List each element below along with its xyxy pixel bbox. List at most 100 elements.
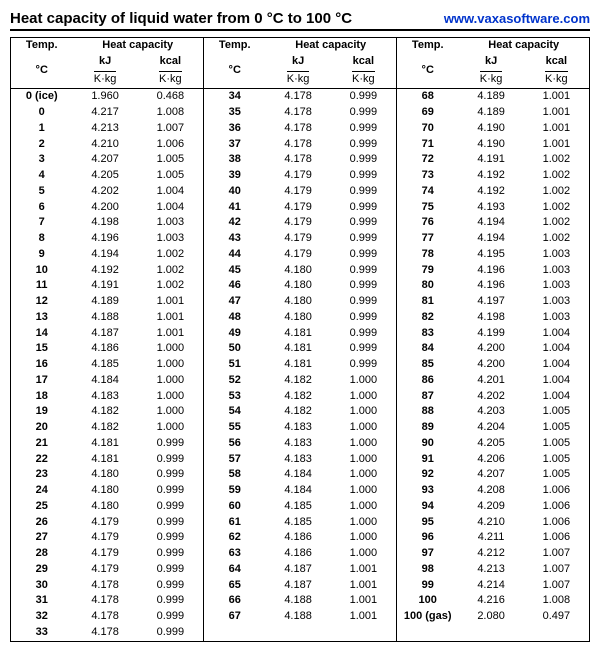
cell-kcal: 1.001: [331, 609, 396, 625]
cell-kj: 4.186: [72, 341, 137, 357]
cell-kj: 4.184: [72, 373, 137, 389]
cell-kcal: 0.999: [331, 326, 396, 342]
cell-kcal: 1.000: [138, 404, 203, 420]
cell-kj: 4.184: [265, 467, 330, 483]
cell-kj: 4.178: [265, 137, 330, 153]
cell-kj: 4.213: [458, 562, 523, 578]
cell-temp: 25: [11, 499, 72, 515]
cell-kcal: 0.999: [331, 263, 396, 279]
cell-temp: 63: [204, 546, 265, 562]
table-row: 974.2121.007: [397, 546, 589, 562]
cell-kcal: 1.000: [138, 389, 203, 405]
cell-temp: 80: [397, 278, 458, 294]
cell-kj: 4.179: [72, 546, 137, 562]
cell-kj: 4.205: [72, 168, 137, 184]
cell-kj: 4.188: [72, 310, 137, 326]
cell-temp: 30: [11, 578, 72, 594]
cell-kcal: 0.999: [331, 215, 396, 231]
cell-kcal: 0.468: [138, 89, 203, 105]
table-row: 404.1790.999: [204, 184, 396, 200]
table-row: 14.2131.007: [11, 121, 203, 137]
table-row: 204.1821.000: [11, 420, 203, 436]
cell-kj: 4.178: [265, 152, 330, 168]
cell-temp: 87: [397, 389, 458, 405]
cell-temp: 22: [11, 452, 72, 468]
cell-temp: 36: [204, 121, 265, 137]
header-kj: kJ: [72, 54, 137, 70]
cell-temp: 77: [397, 231, 458, 247]
table-row: 994.2141.007: [397, 578, 589, 594]
cell-kj: 4.186: [265, 530, 330, 546]
cell-temp: 91: [397, 452, 458, 468]
cell-temp: 48: [204, 310, 265, 326]
cell-kcal: 1.003: [138, 215, 203, 231]
cell-temp: 54: [204, 404, 265, 420]
cell-kj: 4.209: [458, 499, 523, 515]
cell-kj: 4.180: [72, 483, 137, 499]
table-row: 214.1810.999: [11, 436, 203, 452]
cell-temp: 39: [204, 168, 265, 184]
cell-kj: 4.202: [458, 389, 523, 405]
cell-kcal: 1.003: [138, 231, 203, 247]
cell-temp: 53: [204, 389, 265, 405]
cell-kj: 4.183: [265, 436, 330, 452]
cell-kj: 4.190: [458, 137, 523, 153]
table-row: 414.1790.999: [204, 200, 396, 216]
cell-temp: 94: [397, 499, 458, 515]
cell-kcal: 1.000: [331, 483, 396, 499]
table-row: 434.1790.999: [204, 231, 396, 247]
table-row: 154.1861.000: [11, 341, 203, 357]
table-column: Temp.Heat capacity°CkJkcalK·kgK·kg684.18…: [397, 37, 590, 642]
cell-temp: 15: [11, 341, 72, 357]
unit-kj: K·kg: [72, 70, 137, 89]
cell-kj: 4.210: [72, 137, 137, 153]
cell-temp: 78: [397, 247, 458, 263]
table-row: 864.2011.004: [397, 373, 589, 389]
cell-kcal: 1.002: [524, 168, 589, 184]
cell-kcal: 0.999: [138, 452, 203, 468]
cell-kj: 4.195: [458, 247, 523, 263]
cell-kj: 4.186: [265, 546, 330, 562]
cell-kcal: 0.999: [138, 467, 203, 483]
cell-temp: 32: [11, 609, 72, 625]
table-row: 674.1881.001: [204, 609, 396, 625]
table-row: 824.1981.003: [397, 310, 589, 326]
cell-kj: 4.178: [72, 625, 137, 641]
cell-kcal: 0.999: [138, 436, 203, 452]
cell-temp: 58: [204, 467, 265, 483]
heat-capacity-table: Temp.Heat capacity°CkJkcalK·kgK·kg0 (ice…: [11, 38, 203, 641]
cell-kj: 4.196: [72, 231, 137, 247]
cell-kcal: 1.004: [524, 389, 589, 405]
cell-kj: 4.179: [265, 247, 330, 263]
table-row: 254.1800.999: [11, 499, 203, 515]
header-heatcap: Heat capacity: [72, 38, 203, 54]
cell-kcal: 1.005: [138, 168, 203, 184]
cell-kcal: 1.008: [138, 105, 203, 121]
cell-kcal: 0.999: [331, 278, 396, 294]
cell-kj: 4.202: [72, 184, 137, 200]
cell-kj: 4.183: [72, 389, 137, 405]
cell-temp: 92: [397, 467, 458, 483]
cell-kcal: 1.007: [524, 562, 589, 578]
table-row: 884.2031.005: [397, 404, 589, 420]
cell-kj: 4.179: [72, 515, 137, 531]
cell-kcal: 0.999: [138, 483, 203, 499]
table-row: 164.1851.000: [11, 357, 203, 373]
cell-kcal: 1.006: [524, 530, 589, 546]
table-row: 554.1831.000: [204, 420, 396, 436]
cell-kcal: 1.005: [524, 404, 589, 420]
table-row: 264.1790.999: [11, 515, 203, 531]
cell-temp: 9: [11, 247, 72, 263]
cell-kj: 4.189: [72, 294, 137, 310]
cell-temp: 59: [204, 483, 265, 499]
cell-kj: 4.217: [72, 105, 137, 121]
cell-kcal: 1.002: [138, 247, 203, 263]
cell-kcal: 1.001: [138, 326, 203, 342]
cell-kcal: 1.000: [331, 515, 396, 531]
cell-kcal: 1.004: [524, 341, 589, 357]
table-row: 984.2131.007: [397, 562, 589, 578]
cell-kj: 4.191: [72, 278, 137, 294]
cell-kj: 4.184: [265, 483, 330, 499]
cell-temp: 45: [204, 263, 265, 279]
cell-temp: 27: [11, 530, 72, 546]
